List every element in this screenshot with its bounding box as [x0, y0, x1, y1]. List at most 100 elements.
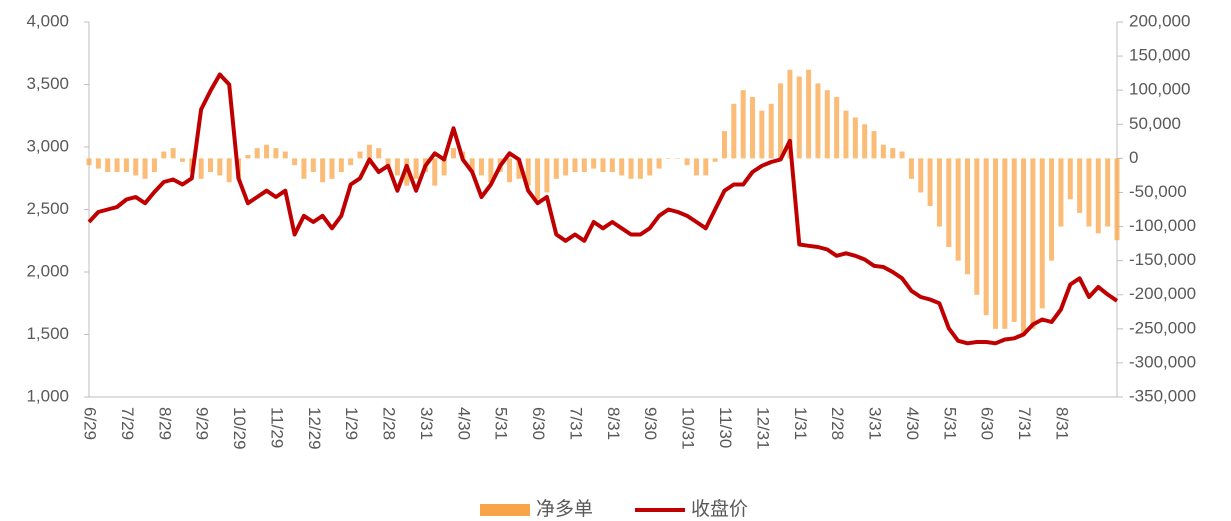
x-tick-label: 8/29	[155, 407, 174, 440]
bar	[619, 158, 625, 176]
bar	[404, 158, 410, 186]
bar	[1058, 158, 1064, 227]
bar	[1114, 158, 1120, 241]
bar	[609, 158, 615, 172]
bar	[740, 90, 746, 159]
x-tick-label: 4/30	[903, 407, 922, 440]
x-tick-label: 9/29	[193, 407, 212, 440]
x-tick-label: 10/29	[230, 407, 249, 450]
y2-tick-label: -200,000	[1129, 284, 1196, 303]
bar	[693, 158, 699, 176]
x-tick-label: 3/31	[866, 407, 885, 440]
x-tick-label: 8/31	[604, 407, 623, 440]
bar	[544, 158, 550, 193]
bar	[198, 158, 204, 179]
y-tick-label: 1,000	[26, 386, 69, 405]
bar	[656, 158, 662, 169]
x-tick-label: 10/31	[679, 407, 698, 450]
bar	[432, 158, 438, 186]
x-tick-label: 5/31	[492, 407, 511, 440]
x-tick-label: 3/31	[417, 407, 436, 440]
x-tick-label: 6/30	[978, 407, 997, 440]
bar	[273, 148, 279, 159]
bar	[572, 158, 578, 172]
y2-tick-label: -250,000	[1129, 318, 1196, 337]
bar	[338, 158, 344, 172]
y-tick-label: 3,500	[26, 74, 69, 93]
bar	[179, 158, 185, 162]
bar	[787, 69, 793, 159]
x-tick-label: 8/31	[1052, 407, 1071, 440]
y2-tick-label: -150,000	[1129, 250, 1196, 269]
bar	[983, 158, 989, 316]
y2-tick-label: -300,000	[1129, 352, 1196, 371]
bar	[563, 158, 569, 176]
bar	[385, 158, 391, 166]
bar	[450, 148, 456, 159]
x-tick-label: 6/29	[81, 407, 100, 440]
legend-label: 收盘价	[691, 498, 748, 520]
bar	[1030, 158, 1036, 329]
bar	[95, 158, 101, 169]
bar	[329, 158, 335, 179]
bar	[488, 158, 494, 183]
bar	[516, 158, 522, 179]
bar	[535, 158, 541, 200]
bar	[469, 158, 475, 172]
x-tick-label: 1/31	[791, 407, 810, 440]
bar	[880, 144, 886, 159]
bar	[114, 158, 120, 172]
bar	[927, 158, 933, 207]
bar	[1095, 158, 1101, 234]
bar	[675, 158, 681, 159]
x-tick-label: 11/29	[267, 407, 286, 448]
bar	[899, 151, 905, 159]
y2-tick-label: -50,000	[1129, 182, 1187, 201]
bar	[254, 148, 260, 159]
bar	[936, 158, 942, 227]
y2-tick-label: -100,000	[1129, 216, 1196, 235]
bar	[507, 158, 513, 183]
bar	[581, 158, 587, 172]
bar	[142, 158, 148, 179]
line	[87, 72, 1119, 346]
y-tick-label: 4,000	[26, 11, 69, 30]
y2-tick-label: 0	[1129, 148, 1138, 167]
bar	[908, 158, 914, 179]
bar	[778, 83, 784, 159]
y2-tick-label: 100,000	[1129, 80, 1190, 99]
bar	[759, 110, 765, 159]
bar	[796, 76, 802, 159]
x-tick-label: 4/30	[454, 407, 473, 440]
bar	[964, 158, 970, 275]
x-tick-label: 2/28	[828, 407, 847, 440]
bar	[86, 158, 92, 166]
bar	[1067, 158, 1073, 200]
x-tick-label: 7/31	[1015, 407, 1034, 440]
x-tick-label: 7/31	[566, 407, 585, 440]
bar	[525, 158, 531, 186]
bar	[376, 148, 382, 159]
bar	[684, 158, 690, 166]
bar	[647, 158, 653, 176]
y2-tick-label: -350,000	[1129, 386, 1196, 405]
bar	[292, 158, 298, 166]
bar	[890, 148, 896, 159]
bar	[1049, 158, 1055, 261]
bar	[394, 158, 400, 176]
bar	[217, 158, 223, 176]
bar	[301, 158, 307, 179]
bar	[750, 97, 756, 159]
legend-swatch	[480, 504, 530, 516]
y-tick-label: 1,500	[26, 324, 69, 343]
bar	[974, 158, 980, 295]
bar	[1086, 158, 1092, 227]
bar	[553, 158, 559, 179]
bar	[993, 158, 999, 329]
bar	[282, 151, 288, 159]
bar	[703, 158, 709, 176]
bar	[1039, 158, 1045, 309]
bar	[1021, 158, 1027, 336]
y2-tick-label: 200,000	[1129, 11, 1190, 30]
bar	[955, 158, 961, 261]
